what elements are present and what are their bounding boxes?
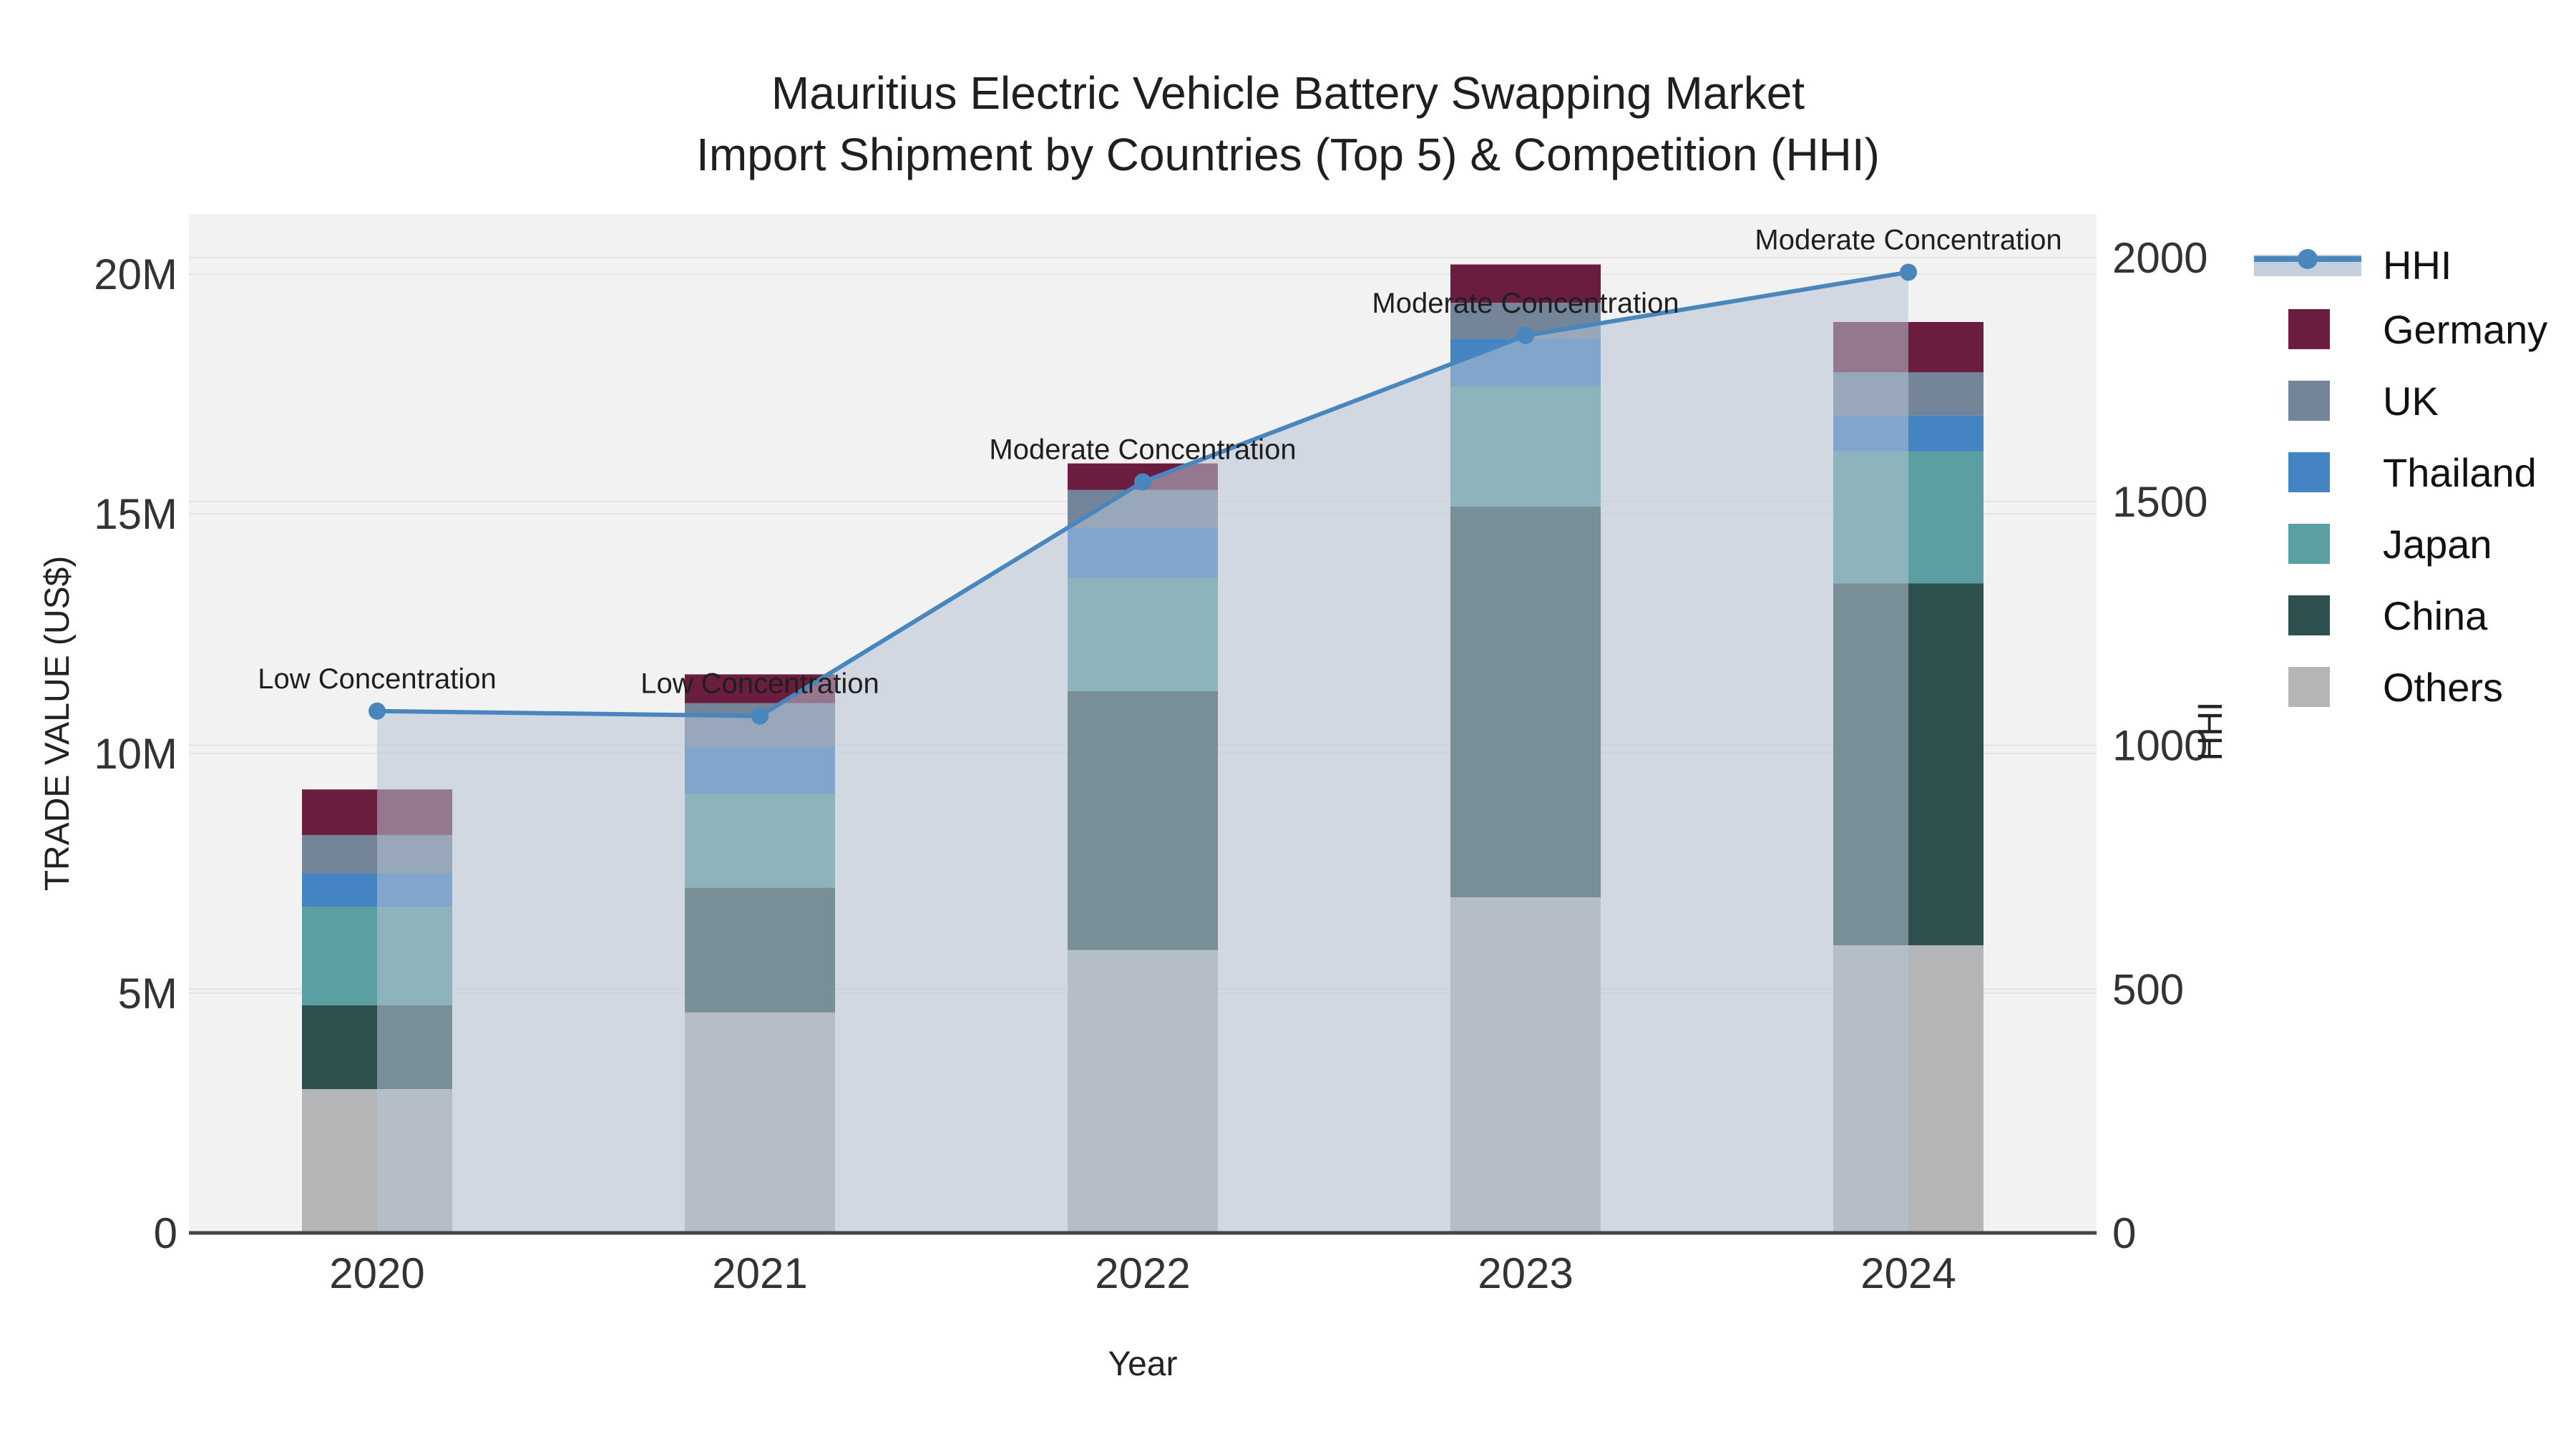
annotation-2020: Low Concentration: [258, 663, 497, 695]
legend-label-china: China: [2383, 593, 2488, 638]
legend-swatch-china-icon: [2288, 595, 2330, 635]
y-right-tick-0: 0: [2112, 1209, 2136, 1257]
annotation-2022: Moderate Concentration: [989, 434, 1296, 465]
legend-label-hhi: HHI: [2383, 243, 2451, 288]
y-right-tick-1500: 1500: [2112, 478, 2207, 526]
legend-item-china[interactable]: China: [2288, 593, 2488, 638]
bar-segment-germany-2023[interactable]: [1450, 264, 1601, 303]
y-right-tick-2000: 2000: [2112, 234, 2207, 282]
legend: HHI Germany UK Thailand Japan China Others: [2254, 243, 2547, 710]
x-tick-2021: 2021: [712, 1249, 807, 1297]
legend-swatch-japan-icon: [2288, 524, 2330, 564]
y-axis-right-title: HHI: [2192, 702, 2230, 761]
y-left-tick-0: 0: [154, 1209, 177, 1257]
legend-swatch-thailand-icon: [2288, 452, 2330, 492]
legend-item-thailand[interactable]: Thailand: [2288, 450, 2537, 495]
x-axis-title: Year: [1108, 1345, 1178, 1383]
hhi-area: [377, 272, 1908, 1233]
annotation-2024: Moderate Concentration: [1755, 224, 2062, 255]
y-left-tick-20M: 20M: [94, 250, 177, 298]
legend-item-hhi[interactable]: HHI: [2254, 243, 2451, 288]
hhi-marker-2020[interactable]: [369, 702, 386, 720]
legend-label-uk: UK: [2383, 379, 2439, 424]
y-right-tick-1000: 1000: [2112, 722, 2207, 770]
legend-label-others: Others: [2383, 665, 2503, 710]
y-left-tick-10M: 10M: [94, 730, 177, 778]
hhi-area-fill: [377, 272, 1908, 1233]
y-axis-left-title: TRADE VALUE (US$): [39, 556, 77, 892]
hhi-line: [369, 263, 1917, 725]
hhi-marker-2022[interactable]: [1134, 473, 1151, 491]
legend-label-thailand: Thailand: [2383, 450, 2537, 495]
chart-title-line1: Mauritius Electric Vehicle Battery Swapp…: [771, 67, 1805, 119]
legend-label-germany: Germany: [2383, 307, 2547, 352]
hhi-marker-2023[interactable]: [1517, 327, 1534, 345]
legend-item-others[interactable]: Others: [2288, 665, 2503, 710]
legend-item-germany[interactable]: Germany: [2288, 307, 2547, 352]
y-right-tick-500: 500: [2112, 965, 2184, 1013]
x-tick-2024: 2024: [1860, 1249, 1956, 1297]
y-left-tick-5M: 5M: [118, 970, 177, 1018]
annotation-2023: Moderate Concentration: [1372, 288, 1679, 319]
legend-label-japan: Japan: [2383, 522, 2492, 567]
x-tick-2022: 2022: [1095, 1249, 1190, 1297]
x-tick-2023: 2023: [1478, 1249, 1573, 1297]
hhi-marker-2024[interactable]: [1900, 263, 1917, 281]
annotations: Low Concentration Low Concentration Modera…: [258, 224, 2062, 699]
hhi-marker-2021[interactable]: [751, 707, 769, 725]
axis-tick-labels: 0 5M 10M 15M 20M 0 500 1000 1500 2000 2020 2021 2022…: [94, 234, 2207, 1297]
legend-swatch-germany-icon: [2288, 309, 2330, 349]
legend-item-japan[interactable]: Japan: [2288, 522, 2492, 567]
chart-title-line2: Import Shipment by Countries (Top 5) & C…: [696, 129, 1880, 180]
legend-hhi-marker-icon: [2298, 249, 2318, 269]
legend-swatch-others-icon: [2288, 667, 2330, 707]
x-tick-2020: 2020: [329, 1249, 424, 1297]
legend-swatch-uk-icon: [2288, 381, 2330, 421]
annotation-2021: Low Concentration: [640, 668, 879, 700]
legend-item-uk[interactable]: UK: [2288, 379, 2439, 424]
y-left-tick-15M: 15M: [94, 490, 177, 538]
